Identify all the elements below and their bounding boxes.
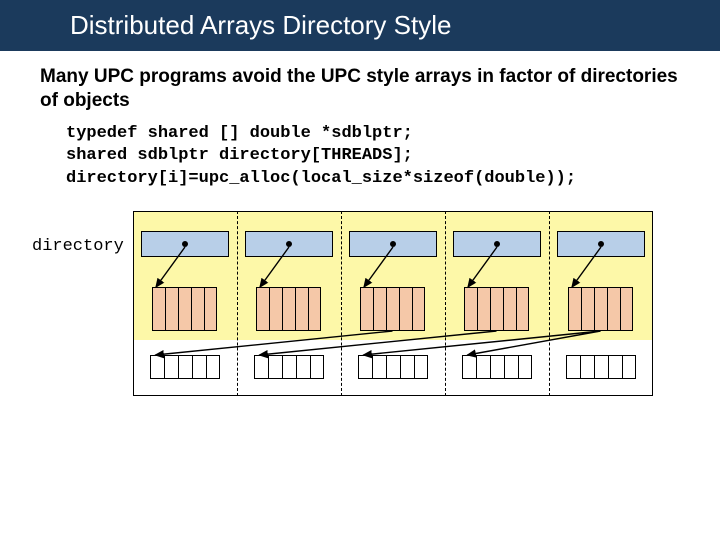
code-line: typedef shared [] double *sdblptr;	[66, 124, 413, 143]
private-block	[254, 355, 324, 379]
code-block: typedef shared [] double *sdblptr; share…	[0, 117, 720, 198]
column-separator	[237, 211, 238, 396]
data-cell	[412, 287, 425, 331]
data-cell	[607, 287, 620, 331]
data-block	[568, 287, 633, 331]
data-cell	[503, 287, 516, 331]
private-cell	[386, 355, 400, 379]
private-block	[462, 355, 532, 379]
data-cell	[516, 287, 529, 331]
private-cell	[268, 355, 282, 379]
private-cell	[462, 355, 476, 379]
private-cell	[476, 355, 490, 379]
data-cell	[581, 287, 594, 331]
private-cell	[566, 355, 580, 379]
data-cell	[204, 287, 217, 331]
private-cell	[608, 355, 622, 379]
code-line: shared sdblptr directory[THREADS];	[66, 146, 413, 165]
private-cell	[400, 355, 414, 379]
data-cell	[152, 287, 165, 331]
private-cell	[296, 355, 310, 379]
data-cell	[373, 287, 386, 331]
private-cell	[490, 355, 504, 379]
data-cell	[594, 287, 607, 331]
data-block	[256, 287, 321, 331]
directory-label: directory	[32, 237, 124, 256]
data-cell	[282, 287, 295, 331]
private-cell	[358, 355, 372, 379]
data-cell	[464, 287, 477, 331]
data-cell	[490, 287, 503, 331]
private-block	[566, 355, 636, 379]
data-cell	[178, 287, 191, 331]
data-cell	[308, 287, 321, 331]
data-cell	[269, 287, 282, 331]
private-cell	[178, 355, 192, 379]
private-cell	[164, 355, 178, 379]
private-block	[150, 355, 220, 379]
column-separator	[445, 211, 446, 396]
column-separator	[549, 211, 550, 396]
private-cell	[518, 355, 532, 379]
code-line: directory[i]=upc_alloc(local_size*sizeof…	[66, 169, 576, 188]
private-cell	[150, 355, 164, 379]
private-cell	[254, 355, 268, 379]
private-cell	[282, 355, 296, 379]
private-cell	[594, 355, 608, 379]
data-cell	[191, 287, 204, 331]
data-cell	[295, 287, 308, 331]
private-cell	[580, 355, 594, 379]
data-cell	[620, 287, 633, 331]
private-cell	[310, 355, 324, 379]
data-cell	[399, 287, 412, 331]
data-block	[464, 287, 529, 331]
data-cell	[256, 287, 269, 331]
data-block	[360, 287, 425, 331]
column-separator	[341, 211, 342, 396]
private-cell	[206, 355, 220, 379]
data-block	[152, 287, 217, 331]
private-cell	[504, 355, 518, 379]
data-cell	[360, 287, 373, 331]
private-cell	[414, 355, 428, 379]
data-cell	[568, 287, 581, 331]
private-block	[358, 355, 428, 379]
subtitle-text: Many UPC programs avoid the UPC style ar…	[0, 51, 720, 117]
data-cell	[477, 287, 490, 331]
private-cell	[622, 355, 636, 379]
page-title: Distributed Arrays Directory Style	[0, 0, 720, 51]
private-cell	[192, 355, 206, 379]
data-cell	[165, 287, 178, 331]
private-cell	[372, 355, 386, 379]
data-cell	[386, 287, 399, 331]
